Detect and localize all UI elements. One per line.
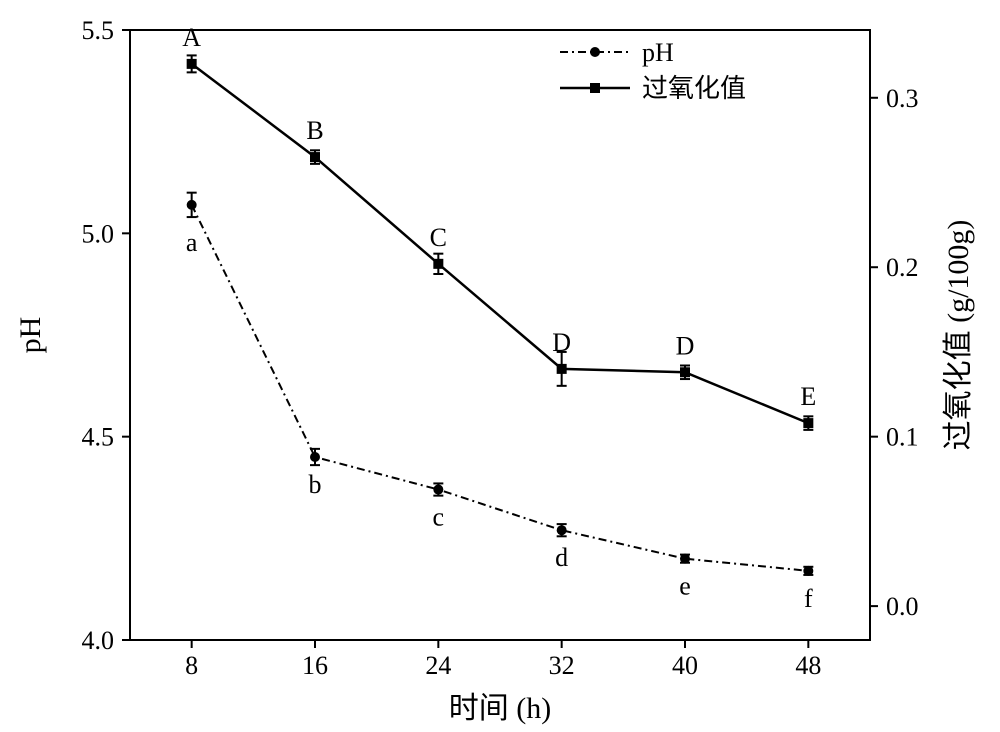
- chart-container: 8 16 24 32 40 48 时间 (h) 4.0 4.5 5.0 5.5 pH 0.0 0.1 0.2…: [0, 0, 1000, 732]
- y-right-tick-label: 0.0: [886, 592, 919, 621]
- peroxide-marker: [433, 259, 443, 269]
- ph-line: [192, 205, 809, 571]
- y-left-tick-label: 4.0: [82, 626, 115, 655]
- y-left-tick-label: 5.0: [82, 219, 115, 248]
- peroxide-point-label: D: [676, 331, 695, 360]
- peroxide-point-label: D: [552, 328, 571, 357]
- ph-point-label: d: [555, 543, 568, 572]
- peroxide-point-label: C: [430, 223, 447, 252]
- legend-ph-label: pH: [642, 38, 674, 67]
- ph-marker: [803, 566, 813, 576]
- x-tick-label: 48: [795, 651, 821, 680]
- x-tick-label: 24: [425, 651, 451, 680]
- peroxide-marker: [557, 364, 567, 374]
- ph-marker: [557, 525, 567, 535]
- legend-perox-label: 过氧化值: [642, 74, 746, 103]
- y-right-tick-label: 0.2: [886, 253, 919, 282]
- peroxide-point-label: E: [800, 382, 816, 411]
- ph-point-label: b: [309, 470, 322, 499]
- ph-marker: [433, 485, 443, 495]
- peroxide-marker: [187, 59, 197, 69]
- legend-ph-marker: [590, 47, 600, 57]
- y-left-tick-label: 5.5: [82, 16, 115, 45]
- ph-marker: [187, 200, 197, 210]
- peroxide-point-label: B: [306, 116, 323, 145]
- y-left-axis-title: pH: [14, 317, 47, 354]
- ph-marker: [310, 452, 320, 462]
- ph-point-label: c: [433, 503, 445, 532]
- peroxide-line: [192, 64, 809, 423]
- x-tick-label: 16: [302, 651, 328, 680]
- legend-perox-marker: [590, 83, 600, 93]
- y-left-tick-label: 4.5: [82, 423, 115, 452]
- peroxide-marker: [310, 152, 320, 162]
- ph-point-label: a: [186, 228, 198, 257]
- x-tick-label: 32: [549, 651, 575, 680]
- y-right-axis-title: 过氧化值 (g/100g): [942, 220, 975, 451]
- x-axis-title: 时间 (h): [449, 692, 551, 725]
- ph-marker: [680, 554, 690, 564]
- peroxide-marker: [803, 418, 813, 428]
- y-right-tick-label: 0.3: [886, 84, 919, 113]
- ph-point-label: e: [679, 572, 691, 601]
- peroxide-point-label: A: [182, 23, 201, 52]
- peroxide-marker: [680, 367, 690, 377]
- x-tick-label: 40: [672, 651, 698, 680]
- x-tick-label: 8: [185, 651, 198, 680]
- chart-svg: 8 16 24 32 40 48 时间 (h) 4.0 4.5 5.0 5.5 pH 0.0 0.1 0.2…: [0, 0, 1000, 732]
- y-right-tick-label: 0.1: [886, 423, 919, 452]
- ph-point-label: f: [804, 584, 813, 613]
